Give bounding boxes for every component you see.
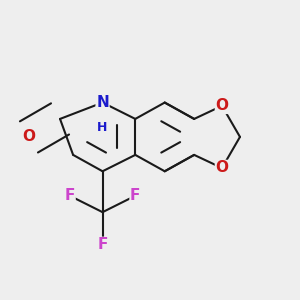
- Text: N: N: [96, 95, 109, 110]
- Text: F: F: [98, 237, 108, 252]
- Text: O: O: [22, 129, 35, 144]
- Text: O: O: [215, 160, 229, 175]
- Text: O: O: [215, 98, 229, 113]
- Text: F: F: [65, 188, 75, 203]
- Text: H: H: [98, 121, 108, 134]
- Text: F: F: [130, 188, 140, 203]
